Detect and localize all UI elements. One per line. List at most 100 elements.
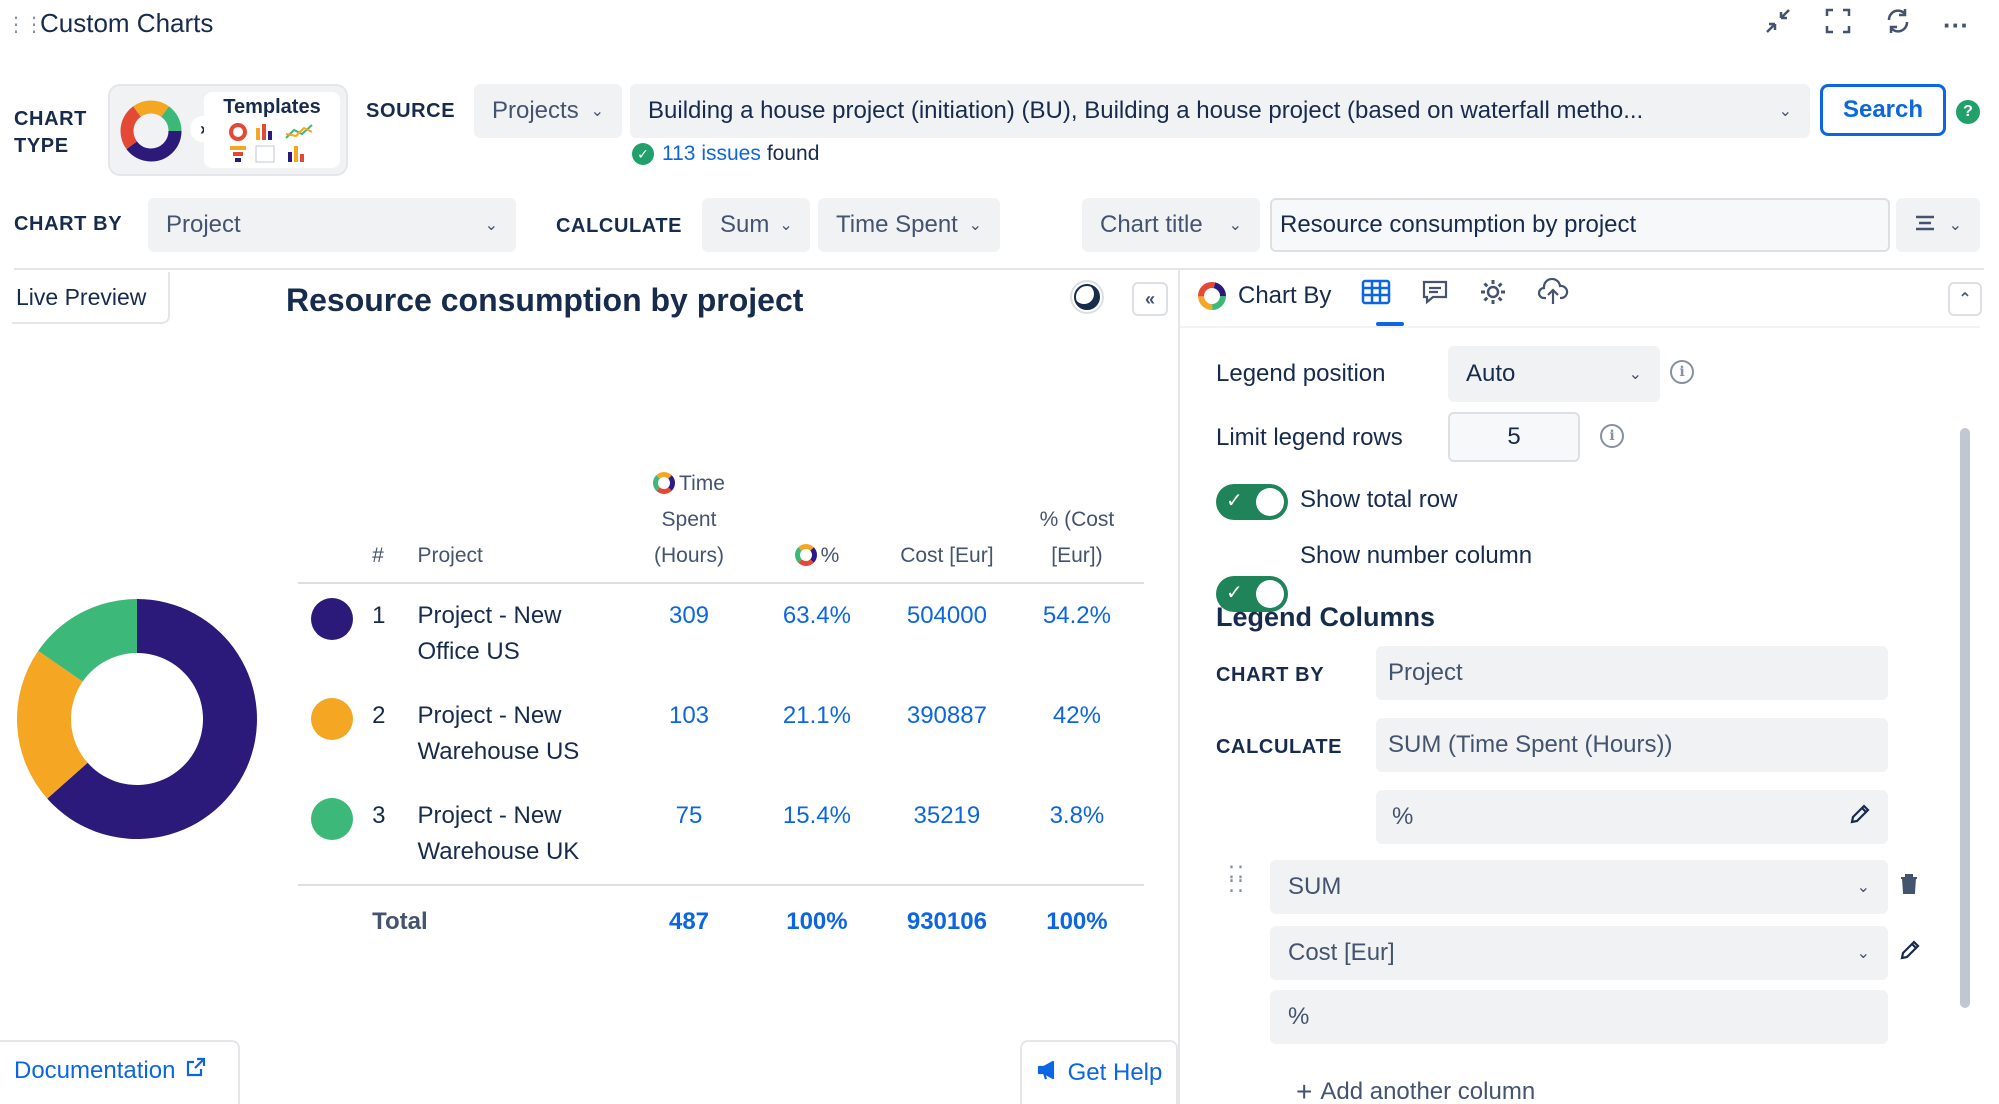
row-project: Project - New Warehouse UK xyxy=(417,802,580,865)
drag-handle-icon[interactable]: ⋮⋮ xyxy=(6,14,44,36)
table-header-row: # Project Time Spent (Hours) % Cost [Eur… xyxy=(298,466,1144,583)
row-cost[interactable]: 390887 xyxy=(906,702,987,729)
chart-title-input[interactable]: Resource consumption by project xyxy=(1270,198,1890,252)
app-title: Custom Charts xyxy=(40,8,214,38)
collapse-up-button[interactable]: ⌃ xyxy=(1948,282,1982,316)
add-column-label: Add another column xyxy=(1320,1078,1536,1104)
column-percent-field[interactable]: % xyxy=(1270,990,1888,1044)
show-number-column-label: Show number column xyxy=(1300,542,1533,569)
row-pct[interactable]: 63.4% xyxy=(749,582,884,684)
table-row: 3 Project - New Warehouse UK 75 15.4% 35219 3… xyxy=(298,784,1144,885)
legend-position-dropdown[interactable]: Auto ⌄ xyxy=(1448,346,1660,402)
external-link-icon xyxy=(185,1056,207,1085)
row-time-spent[interactable]: 75 xyxy=(675,802,703,829)
drag-handle-icon[interactable]: ⁚⁚ ⁚⁚ xyxy=(1228,862,1246,897)
show-total-row-label: Show total row xyxy=(1300,486,1458,513)
donut-slice-1[interactable] xyxy=(47,599,258,839)
chart-by-dropdown[interactable]: Project ⌄ xyxy=(148,198,516,252)
source-label: SOURCE xyxy=(366,100,456,122)
row-pct[interactable]: 15.4% xyxy=(782,802,851,829)
legend-percent-column[interactable]: % xyxy=(1376,790,1888,844)
legend-color-dot xyxy=(298,684,366,784)
more-icon[interactable]: ··· xyxy=(1943,9,1969,40)
row-cost-pct[interactable]: 54.2% xyxy=(1009,582,1144,684)
chevron-down-icon: ⌄ xyxy=(1948,217,1962,234)
templates-button[interactable]: Templates xyxy=(204,92,340,168)
row-time-spent[interactable]: 103 xyxy=(668,702,710,729)
fullscreen-icon[interactable] xyxy=(1823,6,1853,44)
cost-column-header: Cost [Eur] xyxy=(900,544,994,567)
chart-by-label: CHART BY xyxy=(14,213,123,235)
legend-chart-by-label: CHART BY xyxy=(1216,664,1325,686)
collapse-panel-button[interactable]: « xyxy=(1132,282,1168,316)
column-function-value: SUM xyxy=(1288,873,1342,900)
add-column-button[interactable]: + Add another column xyxy=(1296,1076,1535,1104)
help-icon[interactable]: ? xyxy=(1956,100,1980,124)
legend-color-dot xyxy=(298,582,367,684)
pct-column-header: % xyxy=(750,466,884,583)
table-icon[interactable] xyxy=(1361,279,1391,312)
column-function-dropdown[interactable]: SUM ⌄ xyxy=(1270,860,1888,914)
live-preview-tab[interactable]: Live Preview xyxy=(12,272,170,324)
row-cost[interactable]: 35219 xyxy=(913,802,981,829)
search-button[interactable]: Search xyxy=(1820,84,1946,136)
chart-type-selector[interactable]: › Templates xyxy=(108,84,348,176)
info-icon[interactable]: i xyxy=(1670,360,1694,384)
cloud-upload-icon[interactable] xyxy=(1537,277,1569,313)
tab-chart-by[interactable]: Chart By xyxy=(1196,280,1331,312)
row-time-spent[interactable]: 309 xyxy=(628,582,750,684)
issues-count-link[interactable]: 113 issues xyxy=(662,142,761,165)
pencil-icon[interactable] xyxy=(1898,938,1922,969)
refresh-icon[interactable] xyxy=(1883,6,1913,44)
plus-icon: + xyxy=(1296,1076,1313,1104)
total-cost-pct: 100% xyxy=(1009,884,1144,954)
comment-icon[interactable] xyxy=(1421,278,1449,313)
panel-header-divider xyxy=(1180,326,1980,328)
gear-icon[interactable] xyxy=(1479,278,1507,313)
source-type-dropdown[interactable]: Projects ⌄ xyxy=(474,84,622,138)
theme-toggle-icon[interactable] xyxy=(1068,278,1106,316)
chevron-down-icon: ⌄ xyxy=(590,103,604,120)
limit-legend-rows-input[interactable]: 5 xyxy=(1448,412,1580,462)
trash-icon[interactable] xyxy=(1898,872,1920,903)
donut-slice-3[interactable] xyxy=(38,599,137,682)
documentation-label: Documentation xyxy=(14,1056,176,1084)
title-align-dropdown[interactable]: ⌄ xyxy=(1896,198,1980,252)
donut-slice-2[interactable] xyxy=(16,650,88,799)
chevron-down-icon: ⌄ xyxy=(1228,217,1242,234)
row-number: 2 xyxy=(372,702,386,729)
donut-chart-type-icon xyxy=(120,100,182,162)
get-help-button[interactable]: Get Help xyxy=(1020,1040,1178,1104)
legend-percent-value: % xyxy=(1392,803,1414,830)
row-pct[interactable]: 21.1% xyxy=(782,702,851,729)
cost-pct-column-header: % (Cost [Eur]) xyxy=(1039,508,1115,567)
calculate-field-value: Time Spent xyxy=(836,211,958,238)
row-cost[interactable]: 504000 xyxy=(883,582,1010,684)
get-help-label: Get Help xyxy=(1067,1059,1163,1086)
row-cost-pct[interactable]: 3.8% xyxy=(1049,802,1105,829)
legend-calculate-label: CALCULATE xyxy=(1216,736,1343,758)
chevron-down-icon: ⌄ xyxy=(1628,366,1642,383)
row-cost-pct[interactable]: 42% xyxy=(1052,702,1101,729)
calculate-function-value: Sum xyxy=(720,211,770,238)
info-icon[interactable]: i xyxy=(1600,424,1624,448)
documentation-link[interactable]: Documentation xyxy=(14,1056,207,1085)
chart-title-dropdown[interactable]: Chart title ⌄ xyxy=(1082,198,1260,252)
calculate-field-dropdown[interactable]: Time Spent ⌄ xyxy=(818,198,1000,252)
legend-position-value: Auto xyxy=(1466,360,1516,387)
show-total-row-toggle[interactable]: ✓ xyxy=(1216,484,1288,520)
active-tab-indicator xyxy=(1376,322,1404,326)
panel-scrollbar[interactable] xyxy=(1960,428,1970,1008)
column-field-dropdown[interactable]: Cost [Eur] ⌄ xyxy=(1270,926,1888,980)
show-number-column-toggle[interactable]: ✓ xyxy=(1216,576,1288,612)
minimize-icon[interactable] xyxy=(1763,6,1793,44)
preview-chart-title: Resource consumption by project xyxy=(286,282,804,318)
calculate-function-dropdown[interactable]: Sum ⌄ xyxy=(702,198,810,252)
legend-columns-heading: Legend Columns xyxy=(1216,602,1436,632)
pencil-icon[interactable] xyxy=(1848,802,1872,833)
num-column-header: # xyxy=(372,544,384,567)
row-project: Project - New Office US xyxy=(411,582,629,684)
source-projects-dropdown[interactable]: Building a house project (initiation) (B… xyxy=(630,84,1810,138)
row-number: 3 xyxy=(372,802,386,829)
donut-mini-icon xyxy=(794,544,817,566)
